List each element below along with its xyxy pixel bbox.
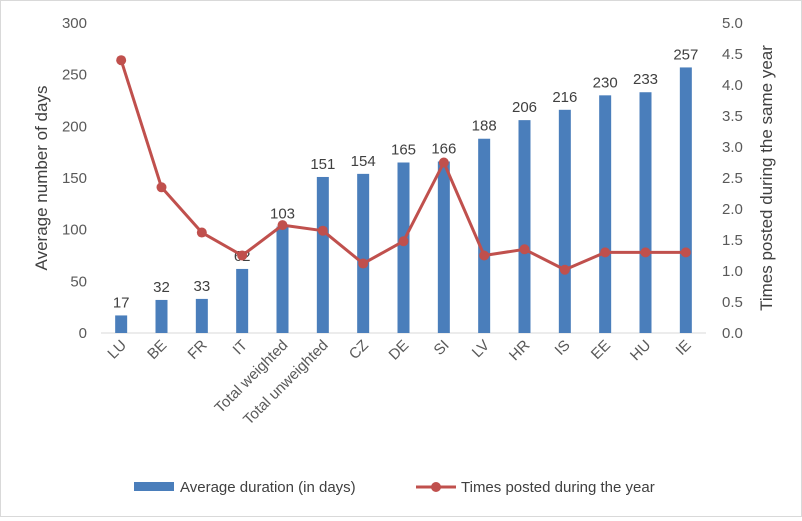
x-tick-label: IT: [230, 337, 251, 358]
left-y-tick-label: 100: [62, 222, 87, 239]
line-point: [196, 227, 207, 238]
left-y-axis-title: Average number of days: [32, 86, 51, 271]
bar: [558, 109, 571, 333]
bar: [639, 92, 652, 333]
left-y-tick-label: 0: [79, 325, 87, 342]
right-y-tick-label: 4.5: [722, 46, 743, 63]
x-tick-label: IS: [552, 337, 574, 359]
x-tick-label: FR: [184, 337, 210, 363]
line-point: [559, 264, 570, 275]
right-y-tick-labels-group: 0.0 0.5 1.0 1.5 2.0 2.5 3.0 3.5 4.0 4.5 5.0: [722, 15, 743, 342]
right-y-tick-label: 0.5: [722, 294, 743, 311]
left-y-tick-label: 150: [62, 170, 87, 187]
bar-data-label: 188: [472, 118, 497, 135]
legend-swatch-bar: [134, 482, 174, 491]
line-point: [317, 225, 328, 236]
x-tick-label: HU: [627, 337, 654, 364]
bar: [316, 176, 329, 333]
right-y-tick-label: 1.5: [722, 232, 743, 249]
line-point: [479, 250, 490, 261]
bar: [236, 268, 249, 333]
line-point: [398, 236, 409, 247]
bar-data-label: 165: [391, 142, 416, 159]
bar-data-label: 166: [431, 140, 456, 157]
line-point: [600, 247, 611, 258]
bar: [478, 138, 491, 333]
line-point: [237, 250, 248, 261]
line-point: [680, 247, 691, 258]
bars-group: [115, 67, 692, 333]
bar-data-label: 151: [310, 156, 335, 173]
x-tick-label: EE: [588, 337, 614, 363]
bar-data-label: 257: [673, 46, 698, 63]
right-y-tick-label: 4.0: [722, 77, 743, 94]
line-point: [640, 247, 651, 258]
x-tick-label: IE: [673, 337, 695, 359]
x-tick-label: LU: [104, 337, 130, 363]
x-tick-label: LV: [469, 337, 493, 361]
legend-label-bar: Average duration (in days): [180, 479, 356, 496]
bar-data-label: 206: [512, 99, 537, 116]
line-point: [116, 55, 127, 66]
bar-data-label: 154: [351, 153, 376, 170]
bar: [155, 299, 168, 333]
right-y-tick-label: 1.0: [722, 263, 743, 280]
x-tick-label: SI: [431, 337, 453, 359]
x-tick-label: HR: [506, 337, 533, 364]
bar: [437, 161, 450, 333]
right-y-tick-label: 3.5: [722, 108, 743, 125]
bar: [195, 298, 208, 333]
bar-data-label: 216: [552, 89, 577, 106]
line-point: [277, 220, 288, 231]
x-tick-label: BE: [144, 337, 170, 363]
bar: [276, 226, 289, 333]
bar: [599, 95, 612, 333]
bar-data-label: 33: [193, 278, 210, 295]
bar-data-label: 230: [593, 74, 618, 91]
right-y-tick-label: 2.0: [722, 201, 743, 218]
left-y-tick-label: 200: [62, 118, 87, 135]
legend-label-line: Times posted during the year: [461, 479, 655, 496]
line-point: [358, 258, 369, 269]
line-series-group: [116, 55, 691, 275]
bar: [357, 173, 370, 333]
bar: [518, 120, 531, 333]
right-y-tick-label: 3.0: [722, 139, 743, 156]
bar-data-label: 103: [270, 206, 295, 223]
bar: [679, 67, 692, 333]
bar: [115, 315, 128, 333]
left-y-tick-label: 50: [70, 273, 87, 290]
left-y-tick-label: 300: [62, 15, 87, 32]
left-y-tick-label: 250: [62, 67, 87, 84]
legend-swatch-marker: [431, 482, 441, 492]
bar-labels-group: 1732336210315115416516618820621623023325…: [113, 46, 699, 311]
line-point: [519, 244, 530, 255]
right-y-axis-title: Times posted during the same year: [757, 45, 776, 311]
right-y-tick-label: 5.0: [722, 15, 743, 32]
bar-data-label: 233: [633, 71, 658, 88]
bar: [397, 162, 410, 333]
bar-data-label: 32: [153, 279, 170, 296]
legend: Average duration (in days) Times posted …: [134, 479, 655, 496]
left-y-tick-labels-group: 0 50 100 150 200 250 300: [62, 15, 87, 342]
line-point: [438, 157, 449, 168]
x-tick-label: CZ: [346, 337, 372, 363]
right-y-tick-label: 0.0: [722, 325, 743, 342]
right-y-tick-label: 2.5: [722, 170, 743, 187]
bar-data-label: 17: [113, 294, 130, 311]
line-point: [156, 182, 167, 193]
x-tick-label: DE: [386, 337, 413, 364]
